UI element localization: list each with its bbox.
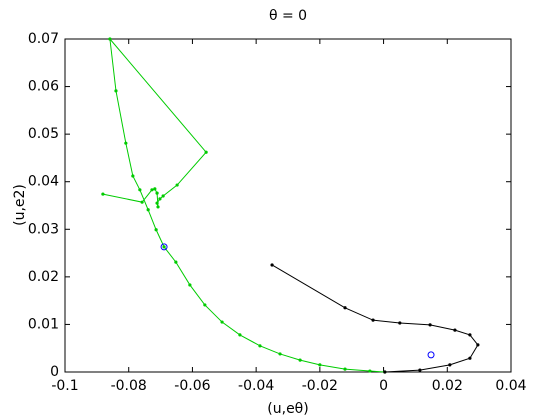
data-point (428, 323, 432, 327)
y-tick-label: 0.07 (28, 31, 59, 47)
data-point (161, 194, 165, 198)
data-point (150, 188, 154, 192)
data-point (156, 205, 160, 209)
data-point (448, 363, 452, 367)
data-point (343, 306, 347, 310)
data-point (258, 344, 262, 348)
x-tick-label: -0.04 (238, 378, 274, 394)
plot-frame (64, 38, 512, 373)
data-point (418, 368, 422, 372)
data-point (453, 328, 457, 332)
data-point (155, 201, 159, 205)
x-axis-label: (u,eθ) (267, 401, 308, 417)
y-tick-label: 0 (50, 364, 59, 380)
data-point (270, 263, 274, 267)
data-point (138, 188, 142, 192)
data-point (343, 367, 347, 371)
data-point (427, 351, 435, 359)
data-point (238, 333, 242, 337)
data-point (298, 358, 302, 362)
data-point (146, 208, 150, 212)
data-point (174, 260, 178, 264)
data-point (162, 245, 166, 249)
data-point (155, 191, 159, 195)
data-point (476, 343, 480, 347)
y-tick-label: 0.05 (28, 126, 59, 142)
data-point (154, 228, 158, 232)
y-tick-label: 0.01 (28, 316, 59, 332)
data-point (175, 183, 179, 187)
y-tick-label: 0.06 (28, 79, 59, 95)
x-tick-label: 0.04 (495, 378, 526, 394)
data-point (203, 303, 207, 307)
x-tick-label: -0.1 (51, 378, 78, 394)
data-point (468, 333, 472, 337)
data-point (278, 352, 282, 356)
data-point (220, 320, 224, 324)
data-point (318, 363, 322, 367)
data-point (153, 187, 157, 191)
data-point (108, 37, 112, 41)
data-point (188, 283, 192, 287)
x-tick-label: 0 (379, 378, 388, 394)
y-tick-label: 0.03 (28, 221, 59, 237)
data-point (468, 356, 472, 360)
y-tick-label: 0.04 (28, 174, 59, 190)
data-point (160, 243, 168, 251)
x-tick-label: 0.02 (432, 378, 463, 394)
data-point (124, 141, 128, 145)
data-point (371, 318, 375, 322)
series-line (271, 264, 479, 373)
x-tick-label: -0.08 (111, 378, 147, 394)
data-point (204, 150, 208, 154)
data-point (368, 369, 372, 373)
data-point (114, 89, 118, 93)
data-point (158, 197, 162, 201)
y-axis-label: (u,e2) (12, 184, 28, 226)
data-point (398, 321, 402, 325)
data-point (140, 200, 144, 204)
x-tick-label: -0.06 (174, 378, 210, 394)
data-point (101, 192, 105, 196)
x-tick-label: -0.02 (302, 378, 338, 394)
data-point (383, 370, 387, 374)
y-tick-label: 0.02 (28, 269, 59, 285)
chart-title: θ = 0 (269, 8, 307, 24)
data-point (131, 174, 135, 178)
